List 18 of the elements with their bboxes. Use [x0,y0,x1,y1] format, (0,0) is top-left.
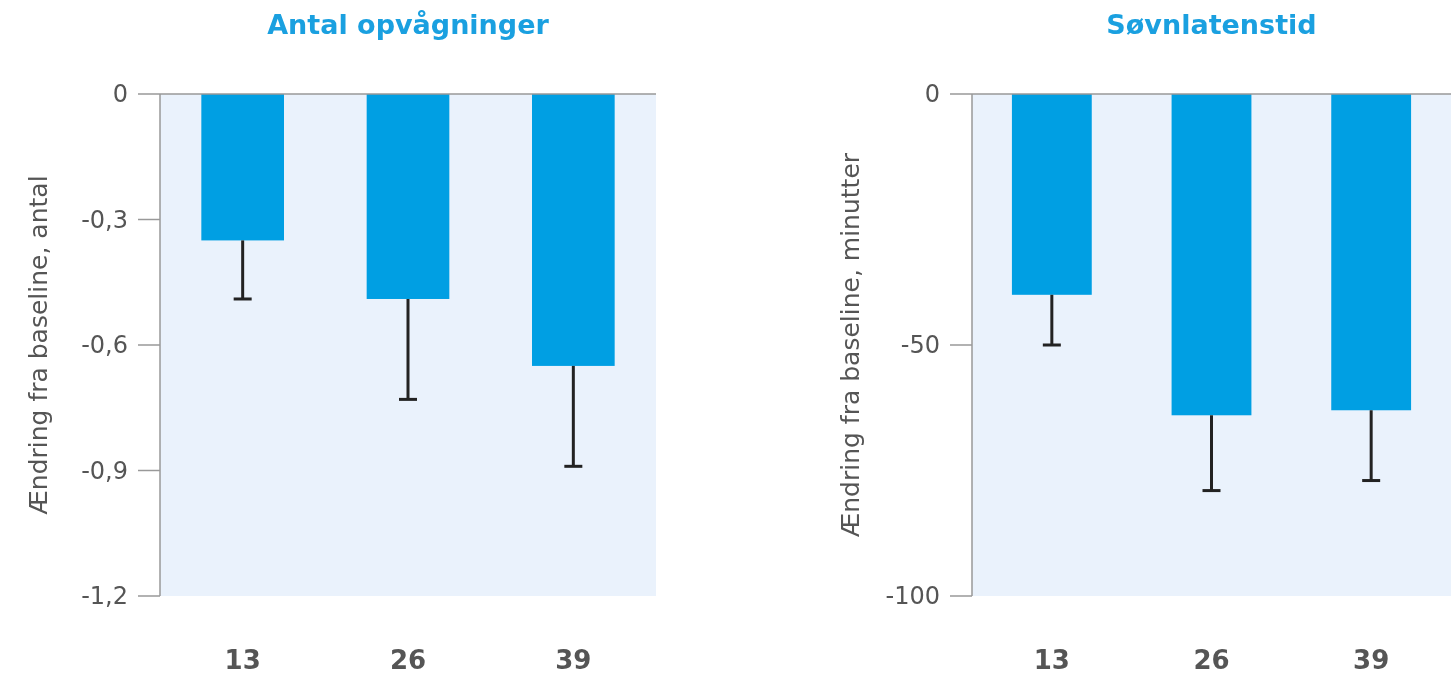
x-tick-label: 13 [224,645,261,675]
y-tick-label: -0,9 [81,456,128,485]
x-tick-label: 26 [1193,645,1230,675]
chart-title: Antal opvågninger [267,9,550,41]
y-tick-label: 0 [924,80,940,109]
y-tick-label: -50 [900,331,940,360]
x-tick-label: 39 [1353,645,1390,675]
y-axis-title: Ændring fra baseline, antal [23,175,53,515]
y-tick-label: -0,3 [81,205,128,234]
y-tick-label: 0 [112,80,128,109]
x-tick-label: 13 [1033,645,1070,675]
x-tick-label: 39 [555,645,592,675]
y-tick-label: -0,6 [81,331,128,360]
x-tick-label: 26 [389,645,427,675]
chart-title: Søvnlatenstid [1106,9,1317,41]
y-tick-label: -100 [885,582,940,611]
y-axis-title: Ændring fra baseline, minutter [835,152,865,538]
y-tick-label: -1,2 [81,582,128,611]
